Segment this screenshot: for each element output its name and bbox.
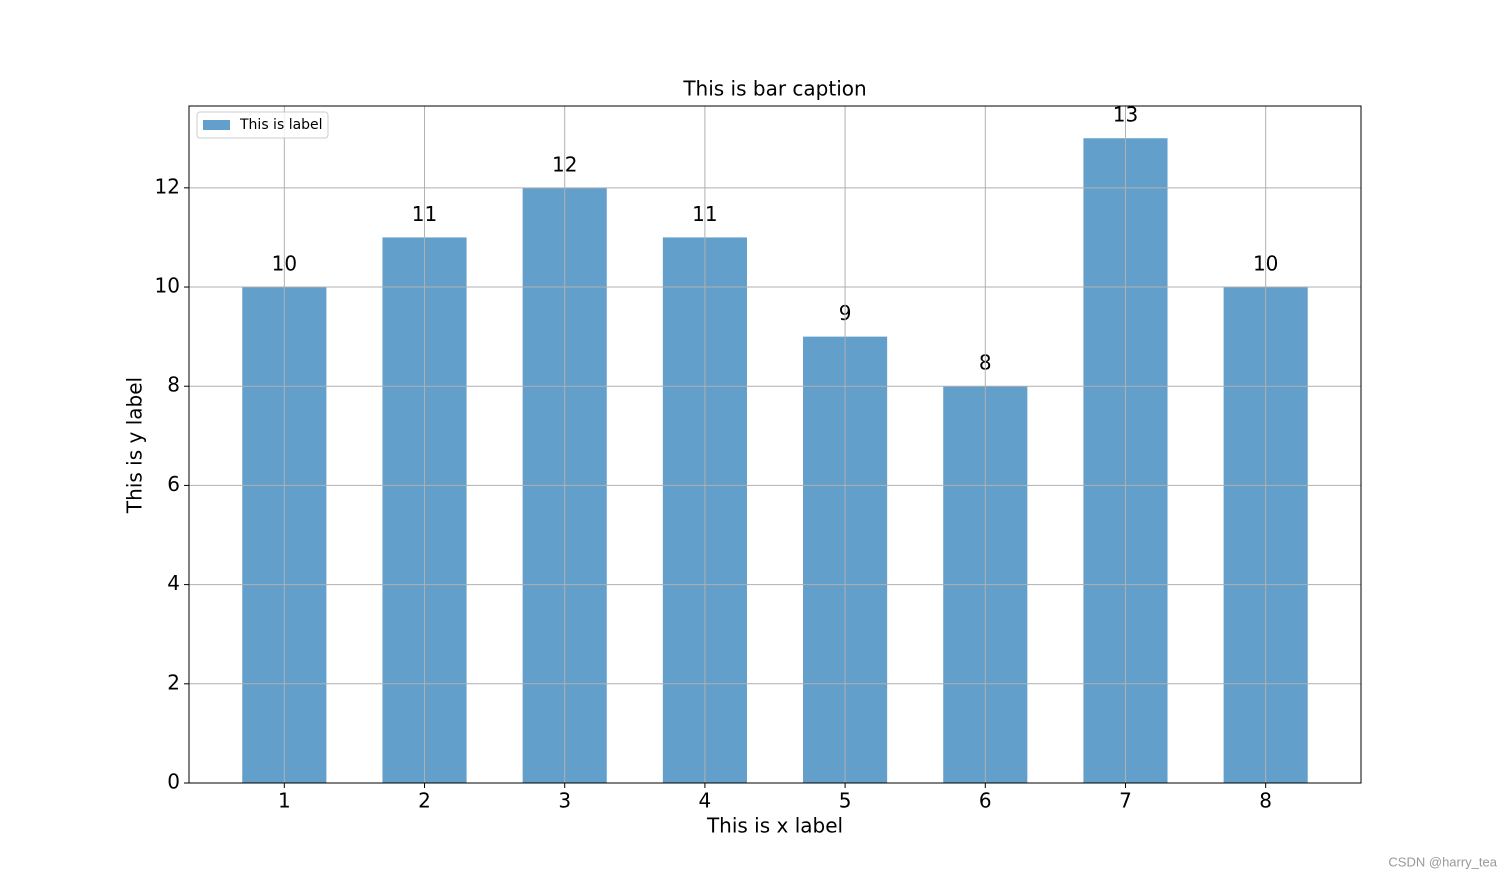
y-tick-label: 8 xyxy=(167,373,180,397)
x-tick-label: 2 xyxy=(418,789,431,813)
legend-label: This is label xyxy=(239,117,323,133)
y-tick-label: 0 xyxy=(167,770,180,794)
chart-title: This is bar caption xyxy=(682,77,866,101)
x-tick-label: 7 xyxy=(1119,789,1132,813)
x-tick-label: 8 xyxy=(1259,789,1272,813)
legend-swatch xyxy=(203,120,230,130)
x-tick-label: 4 xyxy=(699,789,712,813)
x-tick-label: 3 xyxy=(558,789,571,813)
x-tick-label: 5 xyxy=(839,789,852,813)
legend-box xyxy=(196,111,329,139)
watermark: CSDN @harry_tea xyxy=(1388,854,1497,869)
y-tick-label: 4 xyxy=(167,571,180,595)
plot-frame xyxy=(188,105,1362,784)
x-tick-label: 1 xyxy=(278,789,291,813)
x-axis-label: This is x label xyxy=(706,814,843,838)
y-tick-label: 2 xyxy=(167,670,180,694)
y-tick-label: 6 xyxy=(167,472,180,496)
y-axis-label: This is y label xyxy=(123,377,147,514)
y-tick-label: 10 xyxy=(155,274,180,298)
y-tick-label: 12 xyxy=(155,174,180,198)
x-tick-label: 6 xyxy=(979,789,992,813)
